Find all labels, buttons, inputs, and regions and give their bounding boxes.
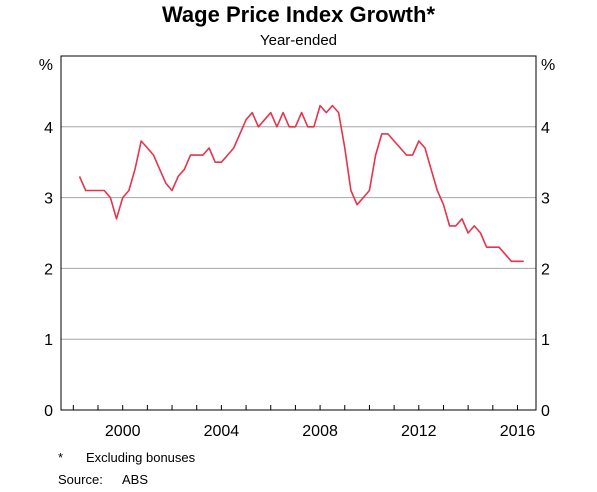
plot-frame xyxy=(60,55,537,411)
y-tick-label-right: 1 xyxy=(541,332,550,349)
x-tick-label: 2000 xyxy=(105,423,141,440)
source-value: ABS xyxy=(122,472,149,487)
y-tick-label-right: 2 xyxy=(541,261,550,278)
x-tick-label: 2004 xyxy=(204,423,240,440)
y-axis-unit-left: % xyxy=(39,57,53,74)
footnote-text: Excluding bonuses xyxy=(86,450,196,465)
x-tick-label: 2016 xyxy=(500,423,536,440)
x-tick-label: 2012 xyxy=(401,423,437,440)
chart-subtitle: Year-ended xyxy=(259,32,337,49)
y-tick-label-right: 3 xyxy=(541,191,550,208)
source-label: Source: xyxy=(58,472,103,487)
y-tick-label-right: 4 xyxy=(541,120,550,137)
chart-title: Wage Price Index Growth* xyxy=(161,2,436,27)
footnote-mark: * xyxy=(58,450,64,465)
footnote: * Excluding bonuses xyxy=(58,450,195,465)
y-tick-label-left: 2 xyxy=(44,261,53,278)
y-tick-label-left: 3 xyxy=(44,191,53,208)
x-tick-label: 2008 xyxy=(302,423,338,440)
y-tick-label-left: 0 xyxy=(44,403,53,420)
y-tick-label-left: 1 xyxy=(44,332,53,349)
source-line: Source: ABS xyxy=(58,472,148,487)
y-tick-label-right: 0 xyxy=(541,403,550,420)
y-axis-unit-right: % xyxy=(541,57,555,74)
series-line xyxy=(78,104,524,263)
y-tick-label-left: 4 xyxy=(44,120,53,137)
